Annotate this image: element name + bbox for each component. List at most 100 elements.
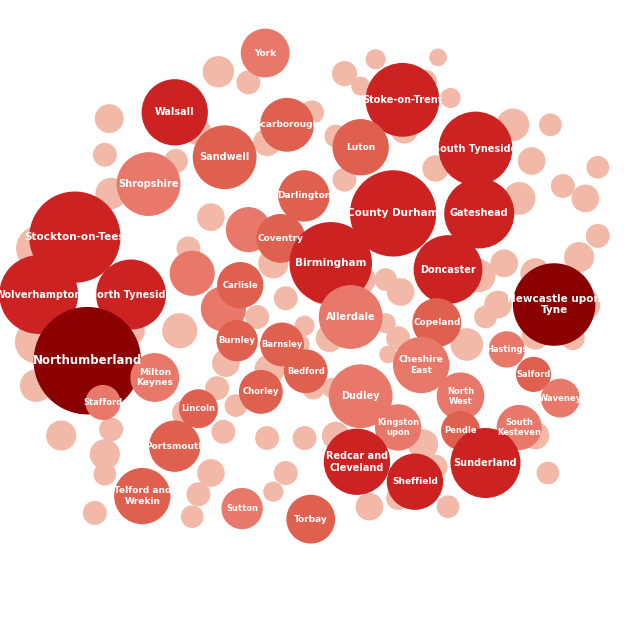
Circle shape [246, 306, 268, 328]
Circle shape [522, 323, 548, 349]
Circle shape [333, 120, 388, 175]
Circle shape [325, 125, 346, 147]
Circle shape [376, 314, 395, 333]
Circle shape [562, 327, 584, 349]
Circle shape [115, 316, 144, 345]
Circle shape [415, 71, 436, 92]
Circle shape [475, 306, 496, 328]
Circle shape [519, 148, 545, 174]
Circle shape [21, 370, 52, 401]
Text: Carlisle: Carlisle [222, 281, 258, 290]
Circle shape [17, 227, 61, 270]
Circle shape [86, 386, 120, 419]
Circle shape [212, 421, 235, 443]
Circle shape [424, 456, 447, 478]
Circle shape [84, 502, 106, 524]
Circle shape [261, 323, 303, 366]
Text: County Durham: County Durham [348, 208, 439, 218]
Circle shape [346, 265, 375, 294]
Text: Milton
Keynes: Milton Keynes [136, 368, 173, 388]
Circle shape [451, 429, 520, 497]
Text: Sutton: Sutton [226, 504, 258, 513]
Circle shape [150, 421, 200, 471]
Circle shape [285, 350, 327, 392]
Circle shape [540, 114, 561, 135]
Text: South Tyneside: South Tyneside [433, 144, 518, 154]
Circle shape [187, 483, 210, 505]
Circle shape [180, 390, 217, 427]
Circle shape [259, 249, 288, 278]
Circle shape [362, 144, 384, 166]
Text: Redcar and
Cleveland: Redcar and Cleveland [326, 451, 388, 472]
Circle shape [142, 80, 207, 145]
Circle shape [206, 377, 228, 399]
Circle shape [306, 270, 340, 304]
Circle shape [323, 379, 341, 397]
Circle shape [288, 334, 309, 355]
Circle shape [571, 290, 600, 319]
Circle shape [441, 89, 460, 107]
Text: Newcastle upon
Tyne: Newcastle upon Tyne [507, 294, 601, 315]
Circle shape [165, 150, 187, 172]
Circle shape [572, 185, 598, 212]
Text: Stoke-on-Trent: Stoke-on-Trent [363, 95, 442, 105]
Circle shape [387, 327, 409, 349]
Circle shape [537, 462, 558, 484]
Circle shape [261, 99, 313, 151]
Circle shape [94, 464, 115, 485]
Text: Hastings: Hastings [486, 345, 527, 354]
Text: Birmingham: Birmingham [295, 258, 366, 268]
Circle shape [170, 251, 214, 295]
Circle shape [497, 109, 529, 140]
Circle shape [290, 223, 371, 304]
Circle shape [225, 395, 246, 416]
Circle shape [324, 429, 389, 494]
Text: Salford: Salford [516, 370, 551, 379]
Text: Northumberland: Northumberland [32, 354, 142, 367]
Text: South
Kesteven: South Kesteven [497, 417, 541, 437]
Circle shape [193, 126, 256, 188]
Circle shape [489, 332, 524, 367]
Text: Chorley: Chorley [243, 388, 279, 396]
Circle shape [437, 496, 459, 517]
Circle shape [497, 406, 541, 449]
Circle shape [97, 260, 165, 329]
Circle shape [423, 156, 448, 181]
Circle shape [255, 355, 284, 384]
Circle shape [177, 237, 200, 260]
Text: Darlington: Darlington [277, 192, 331, 200]
Circle shape [485, 291, 511, 318]
Text: Stafford: Stafford [84, 398, 122, 407]
Circle shape [504, 183, 535, 214]
Circle shape [333, 168, 356, 191]
Circle shape [493, 437, 515, 459]
Circle shape [587, 225, 609, 247]
Circle shape [464, 260, 495, 291]
Circle shape [430, 49, 446, 66]
Text: Waveney: Waveney [539, 394, 582, 402]
Circle shape [287, 495, 334, 543]
Text: Copeland: Copeland [413, 318, 461, 327]
Circle shape [241, 29, 289, 77]
Circle shape [222, 489, 262, 529]
Text: Walsall: Walsall [155, 107, 195, 117]
Circle shape [275, 287, 297, 310]
Circle shape [409, 430, 437, 459]
Circle shape [333, 62, 356, 85]
Text: North
West: North West [447, 386, 474, 406]
Circle shape [303, 378, 324, 399]
Circle shape [366, 50, 385, 69]
Circle shape [198, 460, 224, 486]
Circle shape [413, 299, 461, 346]
Text: Portsmouth: Portsmouth [145, 442, 205, 451]
Circle shape [198, 204, 224, 230]
Text: Barnsley: Barnsley [261, 340, 303, 349]
Text: Torbay: Torbay [294, 515, 328, 524]
Circle shape [163, 314, 197, 348]
Circle shape [240, 371, 282, 413]
Circle shape [439, 112, 512, 185]
Text: Bedford: Bedford [287, 367, 324, 376]
Circle shape [352, 77, 369, 95]
Text: Cheshire
East: Cheshire East [399, 355, 444, 375]
Circle shape [356, 494, 383, 520]
